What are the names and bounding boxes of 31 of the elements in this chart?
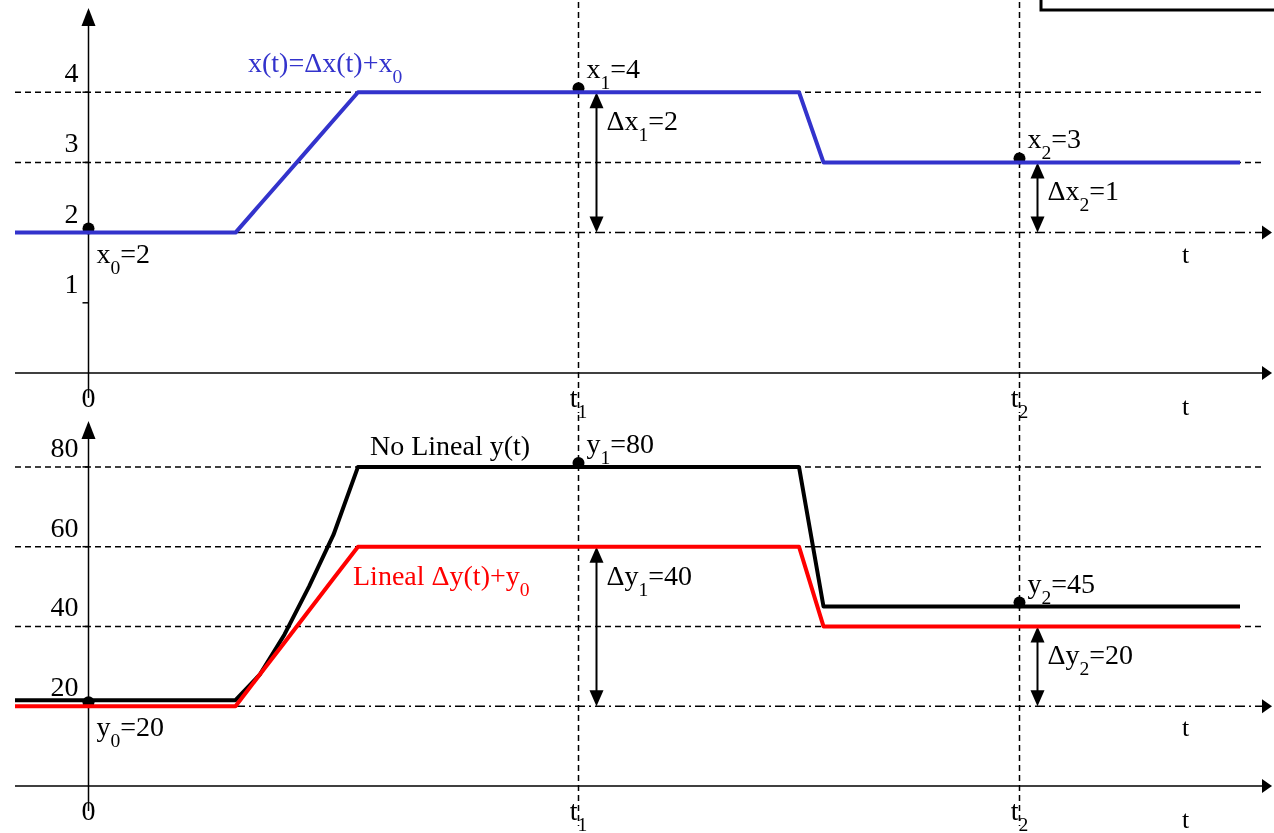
- annotation: y$_{1}$=80: [586, 427, 655, 468]
- annotation: Δy$_{2}$=20: [1047, 639, 1134, 679]
- y-tick-label: 1: [64, 267, 79, 299]
- annotation: Δy$_{1}$=40: [606, 559, 693, 600]
- annotation: Δx$_{2}$=1: [1047, 175, 1120, 215]
- ref-line-label: t: [1182, 239, 1190, 269]
- ref-line-label: t: [1182, 713, 1190, 743]
- y-tick-label: 4: [64, 57, 79, 89]
- y-tick-label: 20: [50, 671, 79, 703]
- series-label: Lineal Δy(t)+y$_{0}$: [353, 559, 530, 600]
- x-axis-title: t: [1182, 805, 1190, 833]
- annotation: x$_{2}$=3: [1027, 123, 1082, 163]
- y-tick-label: 2: [64, 197, 79, 229]
- y-tick-label: 60: [50, 511, 79, 543]
- y-tick-label: 80: [50, 431, 79, 463]
- series-label: x(t)=Δx(t)+x$_{0}$: [248, 47, 403, 87]
- x-axis-title: t: [1182, 392, 1190, 421]
- annotation: x$_{0}$=2: [96, 237, 151, 278]
- x-tick-label: 0: [81, 795, 96, 826]
- x-tick-label: t$_{1}$: [569, 795, 588, 833]
- x-tick-label: t$_{2}$: [1010, 382, 1029, 422]
- y-tick-label: 40: [50, 591, 79, 623]
- y-tick-label: 3: [64, 127, 79, 159]
- x-tick-label: t$_{2}$: [1010, 795, 1029, 833]
- annotation: x$_{1}$=4: [586, 53, 641, 93]
- legend-label: No Lineal y(t): [370, 429, 531, 461]
- annotation: y$_{0}$=20: [96, 711, 165, 751]
- x-tick-label: 0: [81, 382, 96, 413]
- annotation: Δx$_{1}$=2: [606, 105, 679, 145]
- x-tick-label: t$_{1}$: [569, 382, 588, 422]
- annotation: y$_{2}$=45: [1027, 567, 1096, 608]
